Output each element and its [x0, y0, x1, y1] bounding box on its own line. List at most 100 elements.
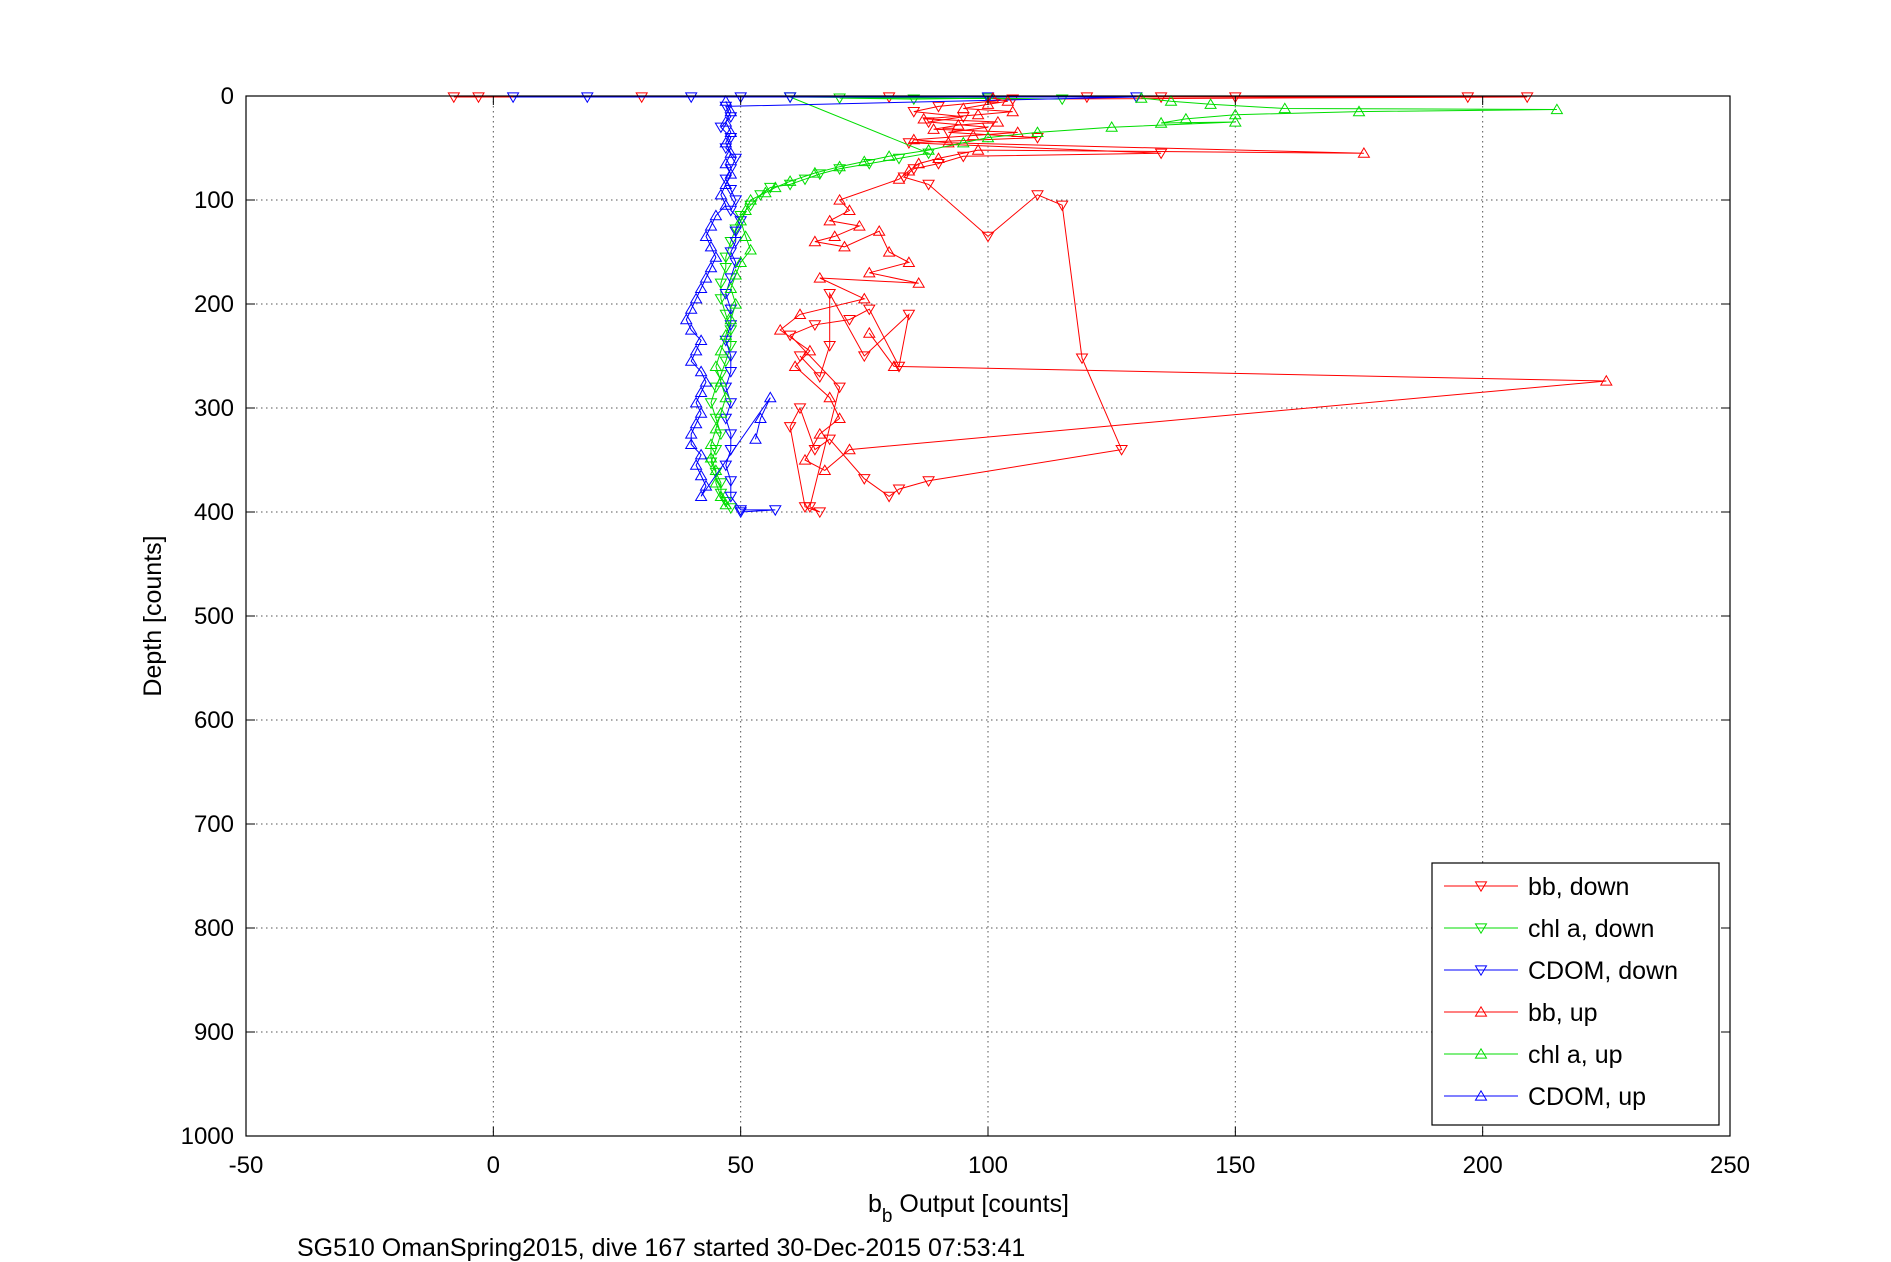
data-point — [719, 289, 733, 300]
data-point — [739, 204, 752, 215]
data-point — [783, 422, 797, 433]
data-point — [719, 115, 733, 127]
data-point — [744, 243, 757, 255]
data-point — [857, 474, 871, 485]
data-point — [699, 479, 713, 491]
data-point — [709, 422, 723, 434]
legend-label: chl a, down — [1528, 915, 1654, 943]
data-point — [843, 315, 856, 326]
data-point — [808, 320, 822, 331]
data-point — [704, 240, 718, 252]
data-point — [724, 476, 738, 487]
data-point — [971, 143, 985, 155]
data-point — [902, 256, 916, 267]
data-point — [724, 205, 738, 217]
data-point — [719, 498, 733, 510]
data-point — [917, 112, 931, 124]
data-point — [971, 108, 985, 120]
data-point — [447, 92, 461, 104]
data-point — [833, 193, 846, 205]
y-tick-label: 100 — [194, 187, 234, 214]
data-point — [689, 396, 703, 408]
data-point — [714, 375, 728, 387]
data-point — [823, 391, 837, 403]
data-point — [862, 159, 876, 170]
data-point — [1154, 148, 1168, 160]
data-point — [813, 271, 827, 283]
data-point — [1278, 102, 1292, 114]
x-tick-label: 0 — [487, 1152, 500, 1179]
data-point — [922, 143, 935, 155]
data-point — [1055, 200, 1069, 212]
grid — [246, 96, 1730, 1136]
data-point — [724, 491, 738, 503]
data-point — [729, 195, 743, 207]
data-point — [699, 230, 713, 241]
data-point — [684, 303, 698, 314]
data-point — [857, 292, 871, 304]
data-point — [981, 92, 995, 104]
data-point — [506, 92, 520, 104]
data-point — [763, 391, 777, 403]
data-point — [719, 136, 733, 148]
data-point — [833, 93, 846, 105]
data-point — [1075, 353, 1089, 365]
data-point — [862, 326, 876, 338]
data-point — [833, 382, 846, 394]
data-point — [773, 323, 787, 335]
data-point — [986, 91, 1000, 103]
legend-marker — [1474, 965, 1488, 977]
data-point — [635, 92, 649, 104]
data-point — [763, 182, 777, 194]
data-point — [818, 464, 832, 475]
series-line — [685, 100, 771, 497]
data-point — [709, 382, 723, 394]
legend-item: chl a, up — [1444, 1041, 1623, 1069]
legend-marker — [1474, 1047, 1488, 1059]
data-point — [709, 251, 723, 262]
data-point — [1134, 91, 1148, 103]
data-point — [927, 123, 940, 134]
x-tick-label: -50 — [229, 1152, 264, 1179]
data-point — [684, 92, 698, 104]
series-3 — [773, 91, 1613, 475]
data-point — [823, 434, 837, 446]
data-point — [1228, 115, 1242, 127]
data-point — [808, 235, 822, 247]
data-point — [719, 252, 733, 264]
data-point — [694, 386, 708, 397]
y-tick-label: 800 — [194, 915, 234, 942]
data-point — [729, 237, 743, 248]
data-point — [729, 226, 743, 238]
data-point — [724, 313, 738, 325]
data-point — [912, 157, 926, 169]
data-point — [724, 398, 738, 409]
data-point — [709, 360, 723, 371]
data-point — [1550, 103, 1564, 115]
data-point — [734, 216, 748, 227]
data-point — [694, 282, 708, 293]
data-point — [907, 94, 921, 106]
data-point — [724, 185, 738, 196]
caption: SG510 OmanSpring2015, dive 167 started 3… — [297, 1234, 1025, 1262]
data-point — [719, 95, 733, 106]
data-point — [754, 412, 767, 423]
plot-series — [447, 91, 1613, 519]
data-point — [882, 491, 896, 503]
data-point — [1599, 374, 1613, 386]
data-point — [704, 438, 718, 449]
data-point — [472, 92, 485, 104]
x-tick-label: 50 — [727, 1152, 754, 1179]
data-point — [679, 313, 693, 325]
y-tick-label: 600 — [194, 707, 234, 734]
series-4 — [704, 91, 1564, 510]
data-point — [981, 98, 995, 109]
data-point — [808, 166, 822, 178]
data-point — [724, 147, 738, 158]
legend-label: bb, up — [1528, 999, 1598, 1027]
data-point — [719, 178, 733, 189]
data-point — [714, 122, 728, 134]
series-line — [710, 97, 1557, 505]
data-point — [1164, 95, 1178, 106]
data-point — [724, 367, 738, 378]
